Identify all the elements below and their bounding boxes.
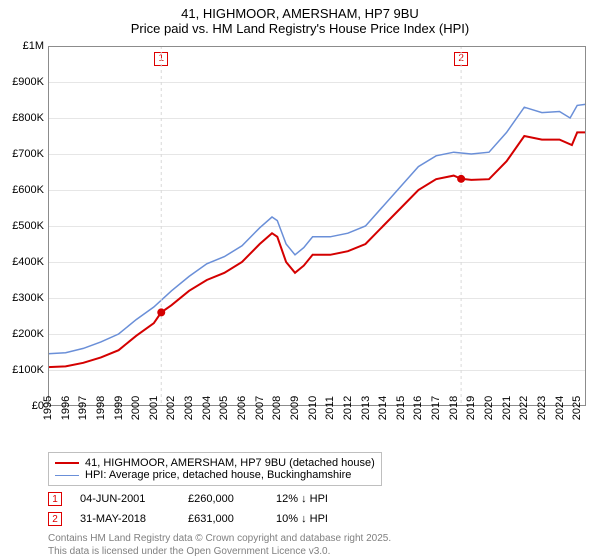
footer-line: This data is licensed under the Open Gov…: [48, 545, 586, 558]
x-tick-label: 2016: [412, 396, 424, 420]
chart-container: 41, HIGHMOOR, AMERSHAM, HP7 9BU Price pa…: [0, 0, 600, 560]
x-tick-label: 1998: [95, 396, 107, 420]
y-tick-label: £600K: [12, 184, 48, 196]
x-tick-label: 2015: [395, 396, 407, 420]
x-tick-label: 2014: [377, 396, 389, 420]
x-tick-label: 1995: [42, 396, 54, 420]
chart-plot-area: £0£100K£200K£300K£400K£500K£600K£700K£80…: [48, 46, 586, 406]
legend-swatch: [55, 475, 79, 476]
x-tick-label: 1997: [77, 396, 89, 420]
x-tick-label: 2007: [254, 396, 266, 420]
x-tick-label: 2005: [218, 396, 230, 420]
event-row: 1 04-JUN-2001 £260,000 12% ↓ HPI: [48, 492, 586, 506]
x-tick-label: 2013: [360, 396, 372, 420]
y-tick-label: £200K: [12, 328, 48, 340]
x-tick-label: 2019: [465, 396, 477, 420]
legend-label: 41, HIGHMOOR, AMERSHAM, HP7 9BU (detache…: [85, 457, 375, 469]
x-tick-label: 2017: [430, 396, 442, 420]
x-tick-label: 2011: [324, 396, 336, 420]
event-price: £631,000: [188, 513, 258, 525]
y-tick-label: £300K: [12, 292, 48, 304]
legend-item: HPI: Average price, detached house, Buck…: [55, 469, 375, 481]
y-tick-label: £800K: [12, 112, 48, 124]
x-tick-label: 2001: [148, 396, 160, 420]
title-address: 41, HIGHMOOR, AMERSHAM, HP7 9BU: [0, 6, 600, 21]
legend-item: 41, HIGHMOOR, AMERSHAM, HP7 9BU (detache…: [55, 457, 375, 469]
x-tick-label: 2004: [201, 396, 213, 420]
y-tick-label: £100K: [12, 364, 48, 376]
event-marker-box: 2: [48, 512, 62, 526]
x-tick-label: 2020: [483, 396, 495, 420]
event-date: 04-JUN-2001: [80, 493, 170, 505]
x-tick-label: 2025: [571, 396, 583, 420]
legend-swatch: [55, 462, 79, 464]
legend: 41, HIGHMOOR, AMERSHAM, HP7 9BU (detache…: [48, 452, 382, 486]
title-subtitle: Price paid vs. HM Land Registry's House …: [0, 21, 600, 36]
x-tick-label: 2006: [236, 396, 248, 420]
footer: Contains HM Land Registry data © Crown c…: [48, 532, 586, 558]
event-diff: 10% ↓ HPI: [276, 513, 366, 525]
y-tick-label: £1M: [23, 40, 48, 52]
x-tick-label: 2008: [271, 396, 283, 420]
x-tick-label: 2021: [501, 396, 513, 420]
line-series-svg: [48, 46, 586, 406]
event-date: 31-MAY-2018: [80, 513, 170, 525]
title-block: 41, HIGHMOOR, AMERSHAM, HP7 9BU Price pa…: [0, 0, 600, 38]
y-tick-label: £900K: [12, 76, 48, 88]
x-tick-label: 1999: [113, 396, 125, 420]
x-tick-label: 2009: [289, 396, 301, 420]
x-tick-label: 2012: [342, 396, 354, 420]
footer-line: Contains HM Land Registry data © Crown c…: [48, 532, 586, 545]
series-price_paid: [48, 132, 586, 367]
event-price: £260,000: [188, 493, 258, 505]
event-row: 2 31-MAY-2018 £631,000 10% ↓ HPI: [48, 512, 586, 526]
event-table: 1 04-JUN-2001 £260,000 12% ↓ HPI 2 31-MA…: [48, 492, 586, 526]
x-tick-label: 2003: [183, 396, 195, 420]
series-hpi: [48, 104, 586, 353]
legend-label: HPI: Average price, detached house, Buck…: [85, 469, 351, 481]
x-tick-label: 2024: [554, 396, 566, 420]
x-tick-label: 2002: [165, 396, 177, 420]
x-tick-label: 2000: [130, 396, 142, 420]
x-tick-label: 2023: [536, 396, 548, 420]
x-tick-label: 2010: [307, 396, 319, 420]
y-tick-label: £400K: [12, 256, 48, 268]
event-diff: 12% ↓ HPI: [276, 493, 366, 505]
y-tick-label: £700K: [12, 148, 48, 160]
x-tick-label: 2022: [518, 396, 530, 420]
x-tick-label: 2018: [448, 396, 460, 420]
x-tick-label: 1996: [60, 396, 72, 420]
x-axis: 1995199619971998199920002001200220032004…: [48, 406, 586, 446]
y-tick-label: £500K: [12, 220, 48, 232]
event-marker-box: 1: [48, 492, 62, 506]
